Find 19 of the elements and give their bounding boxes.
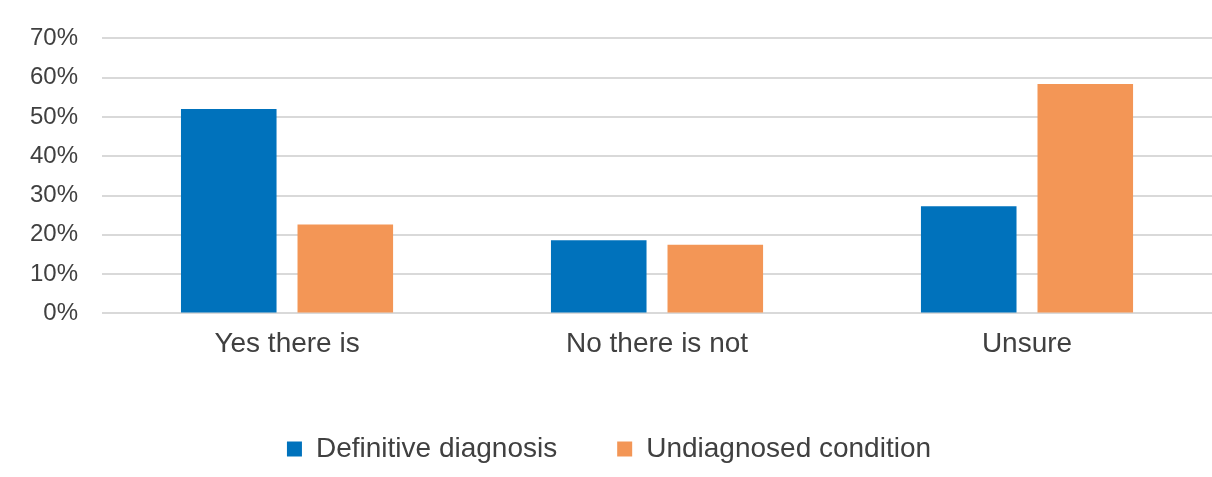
y-tick-label: 10%	[29, 258, 79, 286]
y-tick-label: 0%	[43, 298, 79, 326]
bar	[180, 109, 277, 313]
bar	[1037, 83, 1134, 313]
bar	[920, 206, 1017, 313]
legend-label: Definitive diagnosis	[315, 431, 558, 463]
y-tick-label: 50%	[29, 101, 79, 129]
bar	[297, 224, 394, 313]
y-tick-label: 20%	[29, 219, 79, 247]
y-tick-label: 30%	[29, 180, 79, 208]
bar	[667, 244, 764, 313]
bar	[550, 240, 647, 313]
x-tick-label: No there is not	[565, 326, 749, 358]
y-tick-label: 70%	[29, 23, 79, 51]
x-tick-label: Yes there is	[214, 326, 360, 358]
legend-label: Undiagnosed condition	[646, 431, 932, 463]
y-tick-label: 40%	[29, 140, 79, 168]
x-tick-label: Unsure	[981, 326, 1073, 358]
y-tick-label: 60%	[29, 62, 79, 90]
